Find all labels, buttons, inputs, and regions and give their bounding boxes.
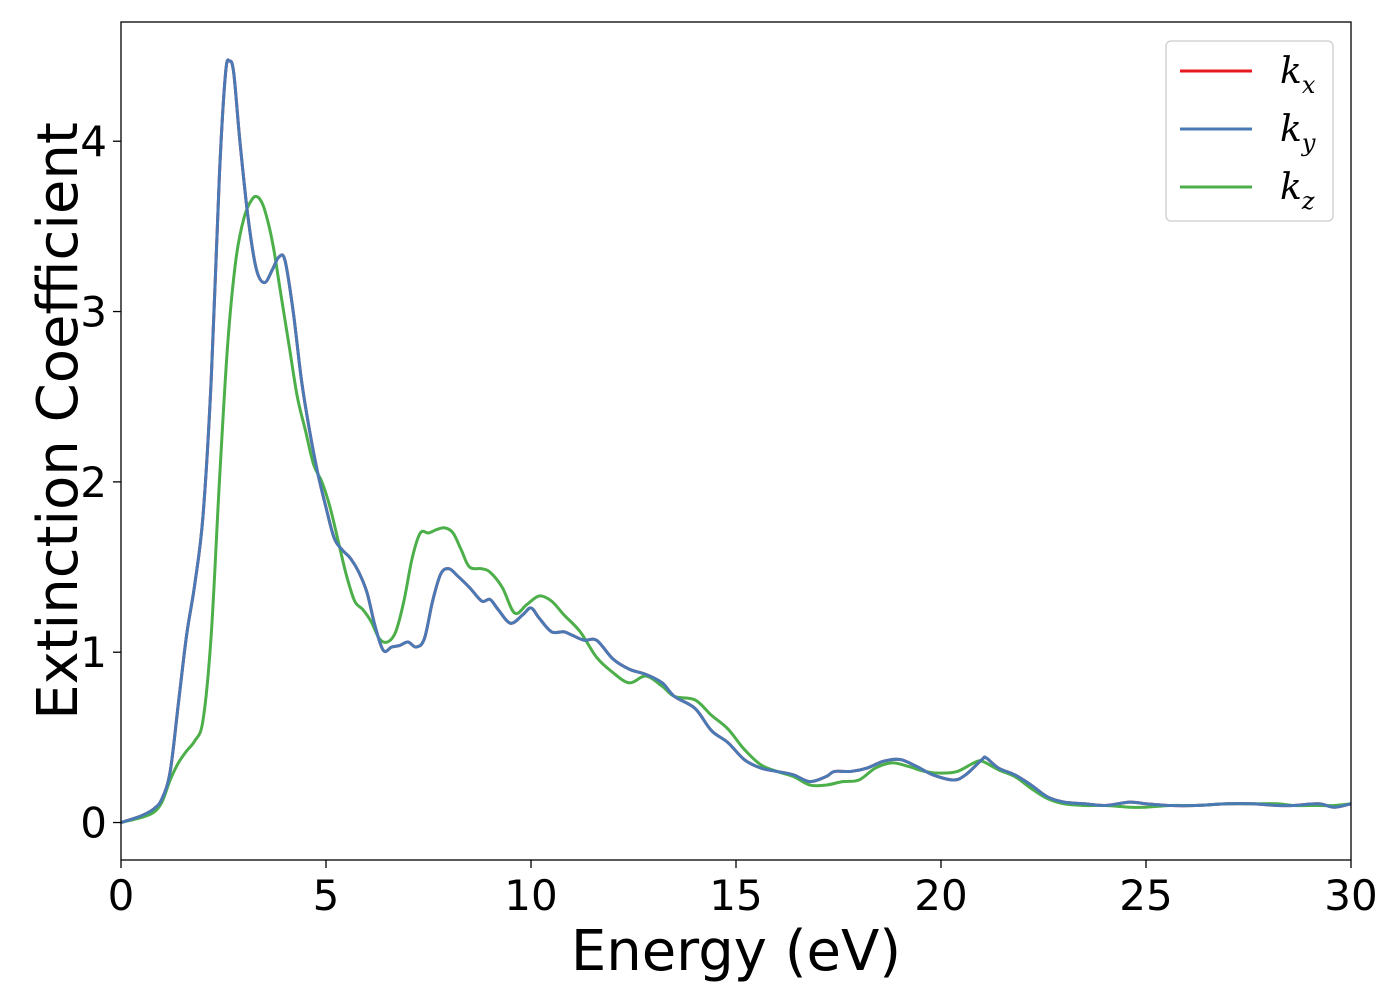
legend-label-kx: kx [1280,51,1316,99]
x-tick-label: 5 [313,871,340,920]
y-tick-label: 3 [80,288,107,337]
y-tick-label: 4 [80,117,107,166]
y-axis-ticks: 0 1 2 3 4 [80,117,121,848]
x-tick-label: 30 [1324,871,1377,920]
plot-lines [121,58,1351,824]
x-tick-label: 25 [1119,871,1172,920]
legend-box [1165,40,1334,222]
legend-label-ky: ky [1280,109,1316,157]
x-tick-label: 20 [914,871,967,920]
legend: kx ky kz [1165,40,1334,222]
series-line-ky [121,58,1351,824]
y-tick-label: 2 [80,458,107,507]
x-axis-ticks: 0 5 10 15 20 25 30 [108,860,1378,920]
series-line-kz [121,194,1351,824]
legend-label-kz: kz [1280,167,1315,215]
x-axis-title: Energy (eV) [571,919,901,984]
x-tick-label: 0 [108,871,135,920]
y-tick-label: 0 [80,799,107,848]
y-axis-title: Extinction Coefficient [26,122,91,720]
x-tick-label: 15 [709,871,762,920]
y-tick-label: 1 [80,628,107,677]
x-tick-label: 10 [504,871,557,920]
